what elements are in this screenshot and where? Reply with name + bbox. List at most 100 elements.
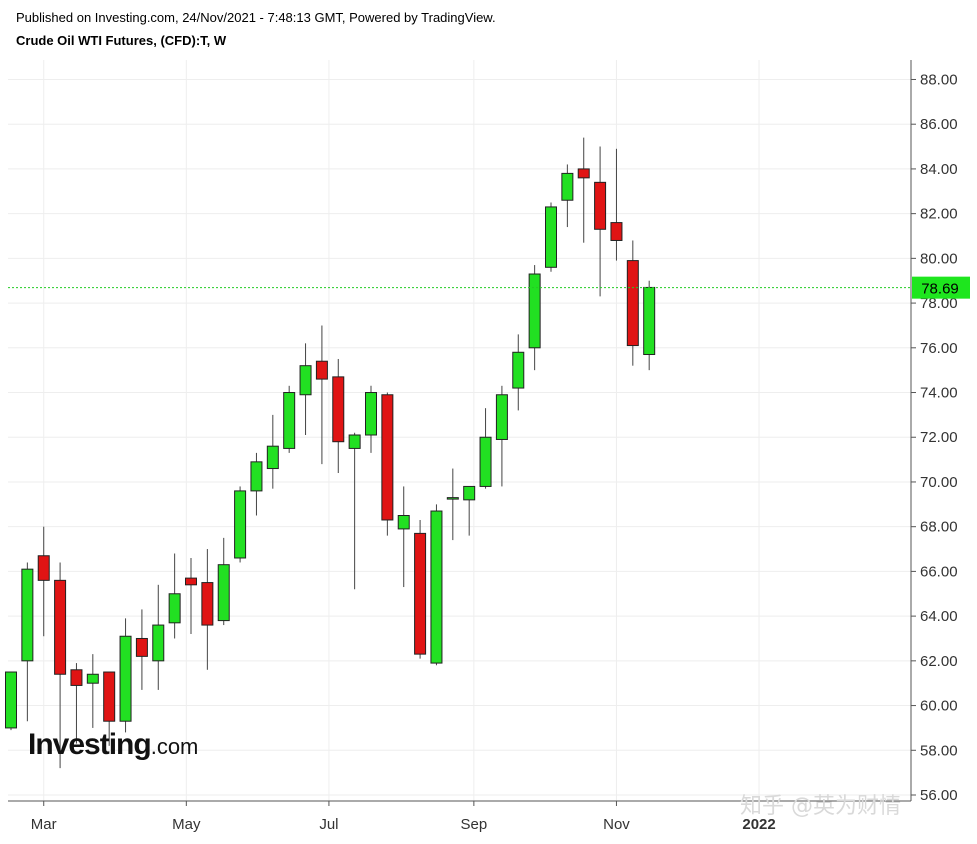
candle-body — [86, 673, 99, 684]
y-tick-label: 80.00 — [920, 250, 958, 267]
candle — [446, 468, 459, 541]
x-tick-label: May — [172, 816, 201, 833]
current-price-marker: 78.69 — [8, 276, 970, 299]
candle-body — [250, 461, 263, 492]
candle-body — [152, 624, 165, 662]
candle — [201, 549, 214, 670]
candle-body — [332, 376, 345, 443]
candle-body — [185, 577, 197, 586]
candle — [86, 654, 99, 728]
y-tick-label: 82.00 — [920, 206, 958, 223]
candle-body — [561, 172, 574, 201]
candle-body — [479, 436, 492, 487]
candle — [561, 164, 574, 228]
candle-body — [315, 360, 328, 380]
x-tick-label: Jul — [319, 816, 338, 833]
candle — [594, 146, 607, 297]
candle — [54, 562, 67, 769]
candle — [577, 137, 590, 243]
candle-body — [463, 485, 476, 501]
candle-body — [610, 222, 623, 241]
chart-title: Crude Oil WTI Futures, (CFD):T, W — [16, 33, 227, 48]
current-price-badge — [912, 276, 970, 299]
candle — [21, 562, 34, 722]
candle — [610, 148, 623, 261]
y-tick-label: 86.00 — [920, 116, 958, 133]
candle-body — [414, 532, 427, 655]
candle — [70, 663, 83, 744]
candle-body — [54, 579, 67, 675]
candle — [479, 408, 492, 489]
y-tick-label: 78.00 — [920, 295, 958, 312]
investing-logo: Investing.com — [28, 728, 198, 762]
axes: 88.00 86.00 84.00 82.00 80.00 78.00 76.00 74.00… — [8, 60, 958, 833]
y-tick-label: 84.00 — [920, 161, 958, 178]
y-tick-label: 72.00 — [920, 429, 958, 446]
candle-body — [135, 637, 148, 657]
candle — [234, 486, 247, 563]
candle-body — [266, 445, 279, 470]
candle-body — [430, 510, 443, 664]
candle — [266, 414, 279, 489]
x-tick-label: Sep — [461, 816, 488, 833]
candle-body — [446, 497, 459, 500]
candle — [626, 240, 639, 366]
x-tick-label: Mar — [31, 816, 57, 833]
current-price-label: 78.69 — [921, 281, 959, 298]
gridlines — [8, 60, 911, 801]
candle-body — [5, 671, 17, 729]
candle — [643, 280, 656, 371]
candle — [348, 432, 361, 590]
candle-body — [21, 568, 34, 662]
x-tick-label: Nov — [603, 816, 630, 833]
candle-body — [348, 434, 361, 449]
candle-body — [545, 206, 557, 268]
candle — [283, 385, 296, 453]
candle — [315, 325, 328, 465]
candle — [119, 618, 132, 733]
candles — [5, 137, 656, 769]
candle — [152, 584, 165, 690]
candle — [381, 392, 394, 536]
candle-body — [168, 593, 181, 624]
candle — [397, 486, 410, 588]
candle — [414, 519, 427, 659]
brand-name: Investing — [28, 728, 152, 761]
candle-body — [234, 490, 247, 559]
candle — [512, 334, 525, 411]
candle — [495, 385, 508, 487]
candle-body — [119, 635, 132, 722]
candle-body — [512, 351, 525, 389]
y-tick-label: 56.00 — [920, 787, 958, 804]
candle — [463, 485, 476, 536]
y-tick-label: 76.00 — [920, 340, 958, 357]
candle — [299, 343, 312, 436]
candle-body — [495, 394, 508, 440]
watermark-text: 知乎 @英为财情 — [740, 794, 901, 819]
candle-body — [37, 555, 50, 581]
y-tick-label: 64.00 — [920, 608, 958, 625]
brand-suffix: .com — [150, 734, 199, 759]
y-tick-label: 62.00 — [920, 653, 958, 670]
candle-body — [381, 394, 394, 521]
candle — [103, 671, 116, 746]
candle-body — [594, 181, 607, 230]
y-tick-label: 60.00 — [920, 698, 958, 715]
y-tick-label: 74.00 — [920, 385, 958, 402]
candle — [37, 526, 50, 637]
candle — [528, 265, 541, 371]
candle-body — [70, 669, 83, 686]
candle-body — [528, 273, 541, 349]
y-tick-label: 88.00 — [920, 71, 958, 88]
candle — [135, 609, 148, 690]
candle-body — [283, 392, 296, 449]
candle — [430, 504, 443, 666]
candle-body — [201, 582, 214, 626]
candle — [250, 452, 263, 516]
candle — [545, 202, 557, 272]
y-tick-label: 68.00 — [920, 519, 958, 536]
candle — [365, 385, 377, 453]
candle — [185, 557, 197, 635]
candle — [332, 358, 345, 474]
